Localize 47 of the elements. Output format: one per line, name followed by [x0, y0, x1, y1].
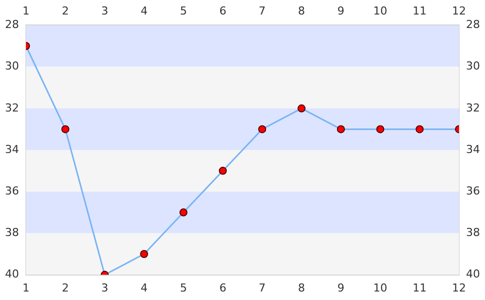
x-tick-label: 4 [140, 281, 148, 294]
y2-tick-label: 34 [466, 142, 480, 156]
point [336, 125, 345, 134]
x2-tick-label: 1 [22, 4, 30, 18]
x2-tick-label: 2 [62, 4, 69, 18]
y-tick-label: 34 [4, 142, 19, 156]
x2-tick-label: 10 [373, 4, 388, 18]
x-tick-label: 12 [452, 281, 466, 294]
x-tick-label: 9 [337, 281, 344, 294]
y-tick-label: 36 [4, 184, 19, 198]
x2-tick-label: 8 [298, 4, 306, 18]
y-tick-label: 28 [4, 18, 19, 32]
x-tick-label: 10 [373, 281, 388, 294]
point [140, 250, 148, 258]
point [258, 125, 266, 134]
x2-tick-label: 11 [412, 4, 427, 18]
y2-tick-label: 32 [466, 101, 480, 114]
x2-tick-label: 5 [180, 4, 187, 18]
x-tick-label: 2 [62, 281, 69, 294]
y2-tick-label: 28 [466, 18, 480, 32]
y2-tick-label: 40 [466, 268, 480, 281]
point [298, 104, 306, 112]
x-tick-label: 6 [219, 281, 226, 294]
x2-tick-label: 6 [219, 4, 226, 18]
x2-tick-label: 7 [258, 4, 266, 18]
x-tick-label: 11 [412, 281, 427, 294]
x-tick-label: 5 [180, 281, 187, 294]
x2-tick-label: 3 [101, 4, 108, 18]
point [218, 166, 227, 175]
x-tick-label: 3 [101, 281, 108, 294]
point [179, 208, 188, 216]
x-tick-label: 1 [22, 281, 30, 294]
x2-tick-label: 4 [140, 4, 148, 18]
x2-tick-label: 9 [337, 4, 344, 18]
point [416, 125, 424, 134]
x-tick-label: 8 [298, 281, 306, 294]
y-tick-label: 30 [4, 60, 19, 73]
point [61, 125, 70, 134]
y-tick-label: 32 [4, 101, 19, 114]
y2-tick-label: 36 [466, 184, 480, 198]
y-tick-label: 38 [4, 226, 19, 240]
y2-tick-label: 30 [466, 60, 480, 73]
x-tick-label: 7 [258, 281, 266, 294]
point [376, 125, 384, 134]
x2-tick-label: 12 [452, 4, 466, 18]
y2-tick-label: 38 [466, 226, 480, 240]
y-tick-label: 40 [4, 268, 19, 281]
